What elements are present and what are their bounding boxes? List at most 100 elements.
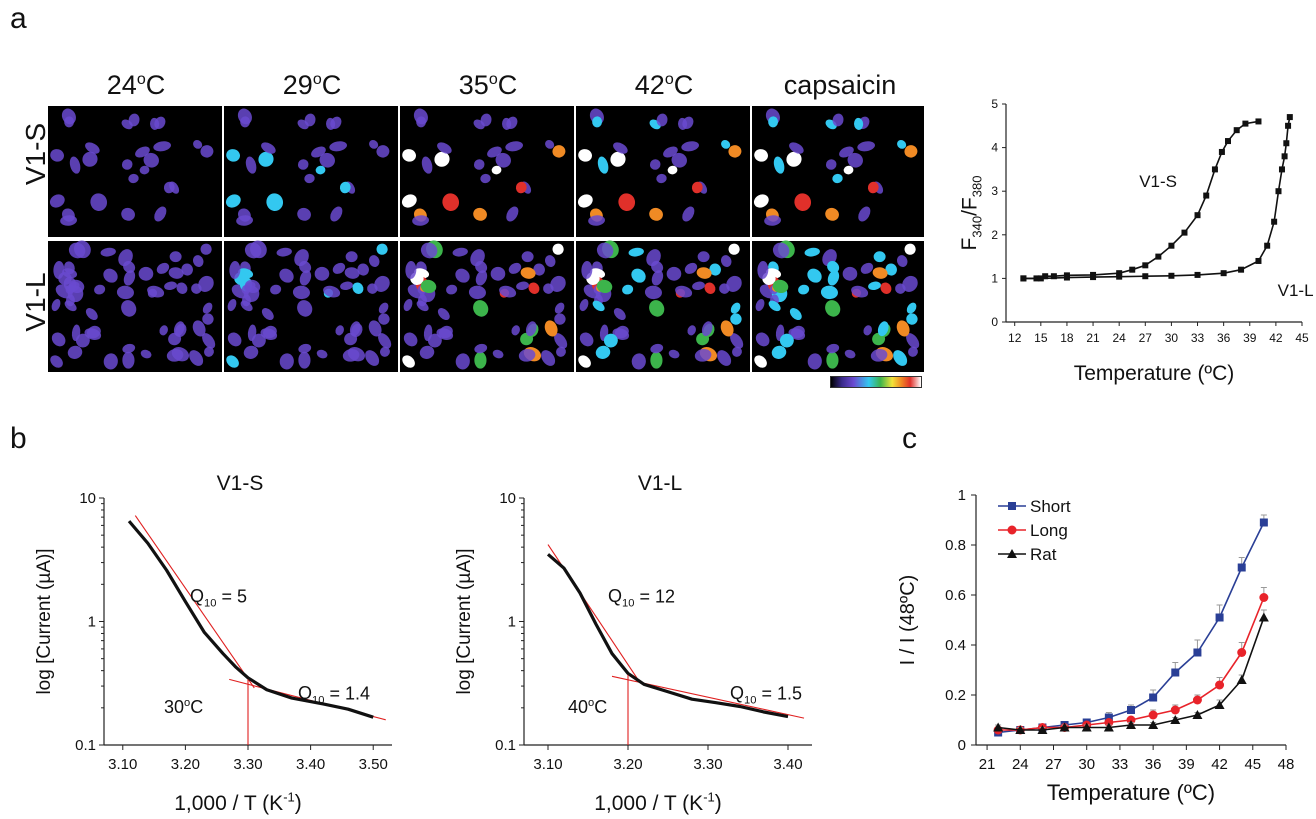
cell-blob bbox=[236, 215, 253, 226]
cell-blob bbox=[82, 151, 98, 167]
cell-blob bbox=[592, 116, 603, 128]
cell-blob bbox=[615, 325, 629, 339]
cell-blob bbox=[315, 165, 326, 175]
data-point bbox=[1142, 262, 1149, 269]
cell-blob bbox=[521, 251, 534, 263]
cell-blob bbox=[596, 242, 614, 259]
cell-blob bbox=[298, 343, 312, 354]
cell-blob bbox=[416, 116, 427, 128]
cell-blob bbox=[226, 149, 240, 162]
cell-blob bbox=[650, 351, 663, 369]
marker-square bbox=[1104, 713, 1113, 722]
cell-blob bbox=[139, 165, 150, 175]
y-tick-label: 5 bbox=[991, 97, 998, 111]
cell-blob bbox=[730, 313, 742, 325]
cell-blob bbox=[51, 298, 61, 312]
cell-blob bbox=[340, 281, 353, 291]
cell-blob bbox=[842, 266, 858, 281]
column-header-2: 35oC bbox=[458, 70, 518, 100]
cell-blob bbox=[541, 350, 556, 366]
cell-blob bbox=[378, 333, 392, 349]
x-tick-label: 36 bbox=[1145, 756, 1162, 773]
cell-blob bbox=[75, 333, 90, 348]
cell-blob bbox=[352, 282, 364, 294]
marker-triangle bbox=[1059, 722, 1070, 732]
y-tick-label: 1 bbox=[991, 271, 998, 285]
y-axis-label: log [Current (µA)] bbox=[34, 548, 55, 694]
data-point bbox=[1142, 273, 1149, 280]
x-tick-label: 3.10 bbox=[108, 756, 137, 773]
cell-blob bbox=[50, 355, 63, 368]
marker-triangle bbox=[1258, 612, 1269, 622]
marker-circle bbox=[1259, 593, 1269, 602]
x-tick-label: 39 bbox=[1243, 331, 1257, 345]
cell-blob bbox=[154, 206, 167, 222]
cell-blob bbox=[380, 346, 390, 357]
cell-blob bbox=[595, 345, 611, 359]
cell-blob bbox=[492, 349, 504, 359]
x-tick-label: 33 bbox=[1191, 331, 1205, 345]
legend-label-long: Long bbox=[1030, 521, 1068, 540]
cell-blob bbox=[701, 321, 713, 337]
y-tick-label: 0.1 bbox=[495, 737, 516, 754]
column-header-3: 42oC bbox=[634, 70, 694, 100]
x-tick-label: 3.40 bbox=[296, 756, 325, 773]
data-point bbox=[1181, 229, 1188, 236]
current-trace bbox=[127, 520, 374, 719]
current-trace bbox=[546, 553, 789, 719]
cell-blob bbox=[798, 284, 810, 295]
cell-blob bbox=[475, 270, 488, 286]
cell-blob bbox=[243, 345, 259, 359]
cell-blob bbox=[807, 353, 822, 370]
data-point bbox=[1242, 120, 1249, 127]
cell-blob bbox=[544, 320, 558, 337]
annotation-2: 40oC bbox=[568, 697, 607, 717]
cell-blob bbox=[50, 149, 64, 162]
cell-blob bbox=[516, 281, 529, 291]
cell-blob bbox=[827, 261, 840, 273]
image-cell-0-1 bbox=[224, 106, 398, 237]
cell-blob bbox=[858, 206, 871, 222]
cell-blob bbox=[128, 113, 140, 127]
cell-blob bbox=[908, 346, 918, 357]
cell-blob bbox=[870, 348, 888, 362]
x-axis-label: 1,000 / T (K-1) bbox=[174, 790, 302, 815]
cell-blob bbox=[173, 321, 185, 337]
cell-blob bbox=[515, 181, 527, 194]
cell-blob bbox=[439, 325, 453, 339]
cell-blob bbox=[421, 156, 433, 174]
cell-blob bbox=[832, 173, 843, 184]
cell-blob bbox=[405, 261, 417, 279]
cell-blob bbox=[490, 266, 506, 281]
x-tick-label: 3.20 bbox=[613, 756, 642, 773]
cell-blob bbox=[772, 242, 790, 259]
cell-blob bbox=[270, 284, 282, 295]
marker-square bbox=[1127, 706, 1135, 714]
y-axis-label: log [Current (µA)] bbox=[454, 548, 475, 694]
chart-ratio-vs-temperature: 12 15 18 21 24 27 30 33 36 39 42 45012345V1-SV1-LF3… bbox=[958, 97, 1314, 385]
cell-blob bbox=[857, 141, 875, 152]
cell-blob bbox=[592, 300, 605, 312]
cell-blob bbox=[189, 350, 204, 366]
cell-blob bbox=[867, 181, 879, 194]
cell-blob bbox=[378, 302, 389, 314]
cell-blob bbox=[754, 355, 767, 368]
y-tick-label: 1 bbox=[958, 487, 966, 504]
cell-blob bbox=[121, 159, 133, 170]
y-tick-label: 0.1 bbox=[75, 737, 96, 754]
data-point bbox=[1020, 275, 1027, 282]
cell-blob bbox=[728, 145, 742, 158]
cell-blob bbox=[578, 149, 592, 162]
legend-label-short: Short bbox=[1030, 497, 1071, 516]
marker-square bbox=[1259, 518, 1268, 527]
x-tick-label: 30 bbox=[1078, 756, 1095, 773]
cell-blob bbox=[667, 165, 678, 175]
y-tick-label: 1 bbox=[508, 614, 516, 631]
y-tick-label: 10 bbox=[499, 490, 516, 507]
cell-blob bbox=[473, 300, 489, 317]
cell-blob bbox=[150, 117, 160, 130]
cell-blob bbox=[791, 325, 805, 339]
y-tick-label: 1 bbox=[88, 614, 96, 631]
cell-blob bbox=[678, 117, 688, 130]
x-tick-label: 39 bbox=[1178, 756, 1195, 773]
